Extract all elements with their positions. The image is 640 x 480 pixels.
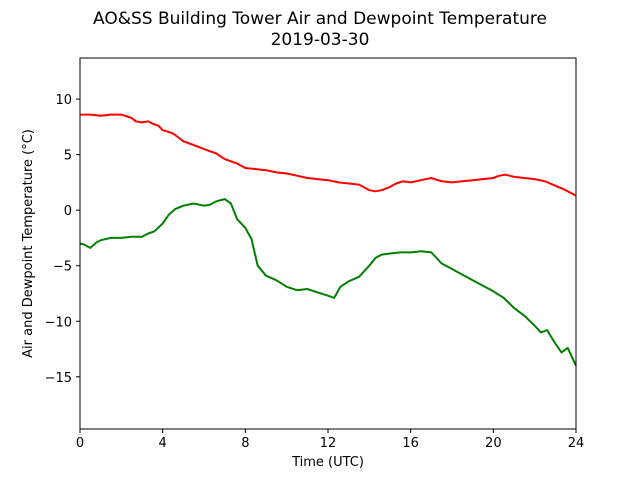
plot-frame bbox=[79, 57, 577, 430]
x-axis-ticks: 0 4 8 12 16 20 24 bbox=[76, 429, 584, 451]
dewpoint-temperature-line bbox=[79, 198, 577, 367]
chart-title: AO&SS Building Tower Air and Dewpoint Te… bbox=[93, 9, 547, 29]
y-tick-label: 10 bbox=[55, 93, 72, 108]
x-tick-label: 20 bbox=[485, 436, 502, 451]
x-tick-label: 0 bbox=[76, 436, 84, 451]
air-temperature-line bbox=[80, 113, 577, 197]
y-tick-label: −5 bbox=[53, 260, 72, 275]
x-tick-label: 4 bbox=[159, 436, 167, 451]
x-axis-label: Time (UTC) bbox=[291, 455, 364, 470]
y-tick-label: −15 bbox=[45, 371, 72, 386]
y-axis-ticks: −15 −10 −5 0 5 10 bbox=[45, 93, 80, 386]
y-tick-label: 0 bbox=[64, 204, 72, 219]
chart-subtitle: 2019-03-30 bbox=[271, 30, 370, 50]
x-tick-label: 24 bbox=[568, 436, 585, 451]
y-axis-label: Air and Dewpoint Temperature (°C) bbox=[21, 129, 36, 358]
x-tick-label: 12 bbox=[320, 436, 337, 451]
y-tick-label: 5 bbox=[64, 149, 72, 164]
y-tick-label: −10 bbox=[45, 315, 72, 330]
x-tick-label: 16 bbox=[402, 436, 419, 451]
x-tick-label: 8 bbox=[241, 436, 249, 451]
series-layer bbox=[79, 113, 577, 367]
